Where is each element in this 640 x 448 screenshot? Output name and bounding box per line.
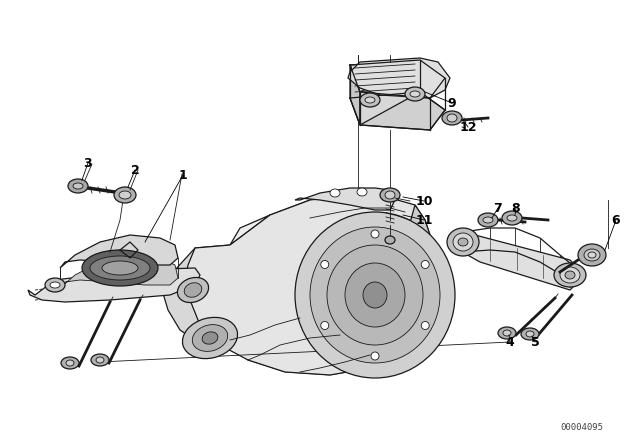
Polygon shape [180,280,430,375]
Ellipse shape [560,267,580,283]
Text: 00004095: 00004095 [560,423,603,432]
Ellipse shape [380,188,400,202]
Ellipse shape [421,260,429,268]
Ellipse shape [327,245,423,345]
Ellipse shape [507,215,517,221]
Ellipse shape [184,283,202,297]
Ellipse shape [421,322,429,329]
Polygon shape [350,92,445,130]
Ellipse shape [96,357,104,363]
Ellipse shape [66,360,74,366]
Ellipse shape [498,327,516,339]
Ellipse shape [385,236,395,244]
Polygon shape [360,60,420,125]
Ellipse shape [565,271,575,279]
Text: 2: 2 [131,164,140,177]
Ellipse shape [192,325,228,351]
Ellipse shape [182,317,237,359]
Polygon shape [408,205,438,335]
Ellipse shape [45,278,65,292]
Ellipse shape [363,282,387,308]
Text: 12: 12 [460,121,477,134]
Ellipse shape [295,212,455,378]
Polygon shape [185,195,435,375]
Text: 9: 9 [448,96,456,109]
Polygon shape [28,268,200,302]
Ellipse shape [321,322,329,329]
Text: 1: 1 [179,168,188,181]
Ellipse shape [202,332,218,344]
Ellipse shape [503,330,511,336]
Ellipse shape [50,282,60,288]
Polygon shape [350,60,445,98]
Text: 4: 4 [506,336,515,349]
Text: 11: 11 [415,214,433,227]
Ellipse shape [357,188,367,196]
Polygon shape [295,188,395,210]
Polygon shape [230,195,415,245]
Ellipse shape [478,213,498,227]
Ellipse shape [90,256,150,280]
Ellipse shape [119,191,131,199]
Text: 8: 8 [512,202,520,215]
Polygon shape [455,235,585,290]
Ellipse shape [371,230,379,238]
Ellipse shape [588,252,596,258]
Ellipse shape [453,233,473,251]
Polygon shape [350,65,360,125]
Ellipse shape [385,191,395,199]
Ellipse shape [91,354,109,366]
Ellipse shape [102,261,138,275]
Polygon shape [60,235,178,268]
Ellipse shape [458,238,468,246]
Ellipse shape [405,87,425,101]
Text: 6: 6 [612,214,620,227]
Text: 3: 3 [84,156,92,169]
Ellipse shape [345,263,405,327]
Text: 5: 5 [531,336,540,349]
Ellipse shape [330,189,340,197]
Ellipse shape [410,91,420,97]
Ellipse shape [177,277,209,302]
Ellipse shape [360,93,380,107]
Ellipse shape [502,211,522,225]
Ellipse shape [442,111,462,125]
Ellipse shape [483,217,493,223]
Text: 10: 10 [415,194,433,207]
Polygon shape [60,255,178,288]
Ellipse shape [73,183,83,189]
Ellipse shape [365,97,375,103]
Ellipse shape [447,114,457,122]
Ellipse shape [584,249,600,261]
Ellipse shape [321,260,329,268]
Ellipse shape [521,328,539,340]
Polygon shape [348,58,450,98]
Ellipse shape [447,228,479,256]
Ellipse shape [526,331,534,337]
Text: 7: 7 [493,202,502,215]
Ellipse shape [554,263,586,287]
Ellipse shape [82,250,158,286]
Ellipse shape [61,357,79,369]
Ellipse shape [114,187,136,203]
Ellipse shape [371,352,379,360]
Polygon shape [162,245,240,340]
Ellipse shape [310,227,440,363]
Ellipse shape [578,244,606,266]
Ellipse shape [68,179,88,193]
